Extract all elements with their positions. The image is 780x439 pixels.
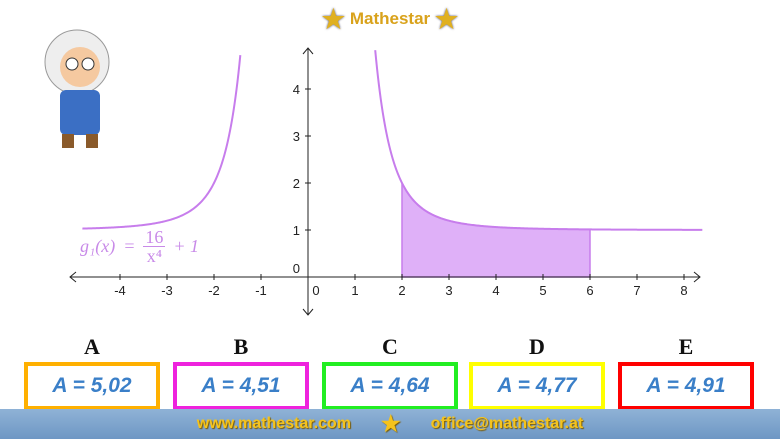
y-tick-label: 4: [293, 82, 300, 97]
x-tick-label: 8: [680, 283, 687, 298]
x-tick-label: 3: [445, 283, 452, 298]
option-letter: A: [84, 334, 100, 359]
formula-constant: + 1: [173, 236, 200, 256]
option-value-box[interactable]: A = 4,51: [173, 362, 309, 410]
x-tick-label: 6: [586, 283, 593, 298]
brand-name: Mathestar: [349, 8, 431, 28]
x-tick-label: 0: [312, 283, 319, 298]
footer: www.mathestar.com ★ office@mathestar.at: [0, 409, 780, 439]
option-value-box[interactable]: A = 4,64: [322, 362, 458, 410]
answer-option-e[interactable]: E A = 4,91: [618, 336, 754, 410]
star-icon: ★: [434, 4, 459, 34]
x-tick-label: -3: [161, 283, 173, 298]
y-tick-label: 3: [293, 129, 300, 144]
formula-fraction: 16 x⁴: [143, 227, 166, 266]
option-letter: C: [382, 334, 398, 359]
curve-left-branch: [82, 55, 242, 230]
x-tick-label: -2: [208, 283, 220, 298]
curve-right-branch: [374, 50, 703, 231]
option-value-box[interactable]: A = 4,77: [469, 362, 605, 410]
y-tick-label: 0: [293, 261, 300, 276]
answer-option-d[interactable]: D A = 4,77: [469, 336, 605, 410]
formula-denominator: x⁴: [146, 246, 163, 266]
header-logo: ★ Mathestar ★: [0, 4, 780, 35]
y-tick-label: 2: [293, 176, 300, 191]
formula-numerator: 16: [143, 227, 166, 247]
professor-mascot: [44, 29, 110, 148]
answer-option-b[interactable]: B A = 4,51: [173, 336, 309, 410]
website-link[interactable]: www.mathestar.com: [196, 415, 351, 432]
option-letter: B: [233, 334, 249, 359]
function-formula: g₁(x) = 16 x⁴ + 1: [80, 228, 199, 265]
option-letter: E: [678, 334, 694, 359]
y-tick-label: 1: [293, 223, 300, 238]
answer-option-a[interactable]: A A = 5,02: [24, 336, 160, 410]
function-plot: -4 -3 -2 -1 0 1 2 3 4 5 6 7 8 0 1 2 3 4: [69, 47, 703, 316]
email-link[interactable]: office@mathestar.at: [430, 415, 584, 432]
star-icon: ★: [380, 411, 401, 436]
x-tick-label: 2: [398, 283, 405, 298]
x-tick-label: 5: [539, 283, 546, 298]
formula-equals: =: [123, 236, 136, 256]
answer-option-c[interactable]: C A = 4,64: [322, 336, 458, 410]
option-value-box[interactable]: A = 4,91: [618, 362, 754, 410]
x-tick-label: 7: [633, 283, 640, 298]
star-icon: ★: [321, 4, 346, 34]
x-tick-label: 4: [492, 283, 499, 298]
option-value-box[interactable]: A = 5,02: [24, 362, 160, 410]
x-tick-label: -4: [114, 283, 126, 298]
option-letter: D: [529, 334, 545, 359]
formula-lhs: g₁(x): [80, 236, 116, 256]
x-tick-label: -1: [255, 283, 267, 298]
axis-arrows: [69, 47, 701, 316]
x-tick-label: 1: [351, 283, 358, 298]
